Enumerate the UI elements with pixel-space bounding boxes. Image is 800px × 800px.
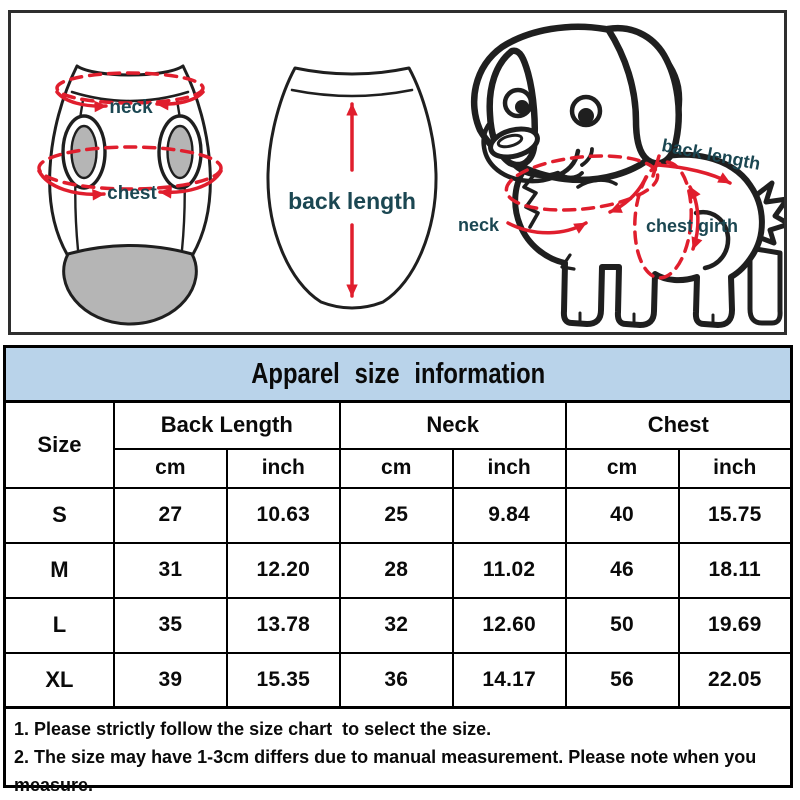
unit-header: cm xyxy=(338,447,454,489)
dog-outline xyxy=(470,23,784,328)
dog-eye-right xyxy=(569,94,603,128)
armhole-right xyxy=(157,114,203,190)
table-row-l: L 35 13.78 32 12.60 50 19.69 xyxy=(3,596,793,654)
value-cell: 50 xyxy=(564,596,680,654)
garment-front-diagram: neck chest xyxy=(37,64,223,326)
size-cell: XL xyxy=(3,651,115,709)
size-cell: S xyxy=(3,486,115,544)
size-info-section: Apparel size information Size Back Lengt… xyxy=(3,345,793,795)
back-length-group-header: Back Length xyxy=(112,400,341,450)
notes: 1. Please strictly follow the size chart… xyxy=(3,709,793,795)
unit-header-row: cm inch cm inch cm inch xyxy=(5,447,793,489)
table-row-m: M 31 12.20 28 11.02 46 18.11 xyxy=(3,541,793,599)
garment-back-length-label: back length xyxy=(288,188,416,214)
dog-nose xyxy=(488,126,540,160)
garment-back-diagram: back length xyxy=(266,66,438,310)
garment-front-chest-label: chest xyxy=(107,183,157,204)
armhole-left xyxy=(61,114,107,190)
value-cell: 9.84 xyxy=(451,486,567,544)
neck-measure-annotation: neck xyxy=(55,71,205,118)
table-row-s: S 27 10.63 25 9.84 40 15.75 xyxy=(3,486,793,544)
value-cell: 46 xyxy=(564,541,680,599)
value-cell: 39 xyxy=(112,651,228,709)
back-length-annotation: back length xyxy=(288,102,416,298)
value-cell: 12.60 xyxy=(451,596,567,654)
note-2: 2. The size may have 1-3cm differs due t… xyxy=(14,746,762,795)
size-cell: M xyxy=(3,541,115,599)
garment-back-outline xyxy=(266,66,438,310)
value-cell: 40 xyxy=(564,486,680,544)
garment-front-outline xyxy=(48,64,212,326)
value-cell: 12.20 xyxy=(225,541,341,599)
size-cell: L xyxy=(3,596,115,654)
value-cell: 35 xyxy=(112,596,228,654)
value-cell: 32 xyxy=(338,596,454,654)
unit-header: inch xyxy=(451,447,567,489)
value-cell: 31 xyxy=(112,541,228,599)
value-cell: 36 xyxy=(338,651,454,709)
value-cell: 18.11 xyxy=(677,541,793,599)
value-cell: 19.69 xyxy=(677,596,793,654)
chest-group-header: Chest xyxy=(564,400,793,450)
header-group-row: Size Back Length Neck Chest xyxy=(3,400,793,489)
measurement-illustrations: neck chest back length xyxy=(8,10,787,335)
table-row-xl: XL 39 15.35 36 14.17 56 22.05 xyxy=(3,651,793,709)
value-cell: 56 xyxy=(564,651,680,709)
value-cell: 14.17 xyxy=(451,651,567,709)
value-cell: 11.02 xyxy=(451,541,567,599)
note-1: 1. Please strictly follow the size chart… xyxy=(14,719,492,739)
value-cell: 27 xyxy=(112,486,228,544)
chest-measure-annotation: chest xyxy=(37,145,223,204)
table-title-band: Apparel size information xyxy=(3,345,793,400)
neck-group-header: Neck xyxy=(338,400,567,450)
unit-header: cm xyxy=(112,447,228,489)
value-cell: 22.05 xyxy=(677,651,793,709)
value-cell: 13.78 xyxy=(225,596,341,654)
dog-chest-girth-label: chest girth xyxy=(646,216,738,236)
size-column-header: Size xyxy=(3,400,115,489)
value-cell: 10.63 xyxy=(225,486,341,544)
table-title: Apparel size information xyxy=(251,357,545,390)
value-cell: 28 xyxy=(338,541,454,599)
unit-header: inch xyxy=(225,447,341,489)
value-cell: 25 xyxy=(338,486,454,544)
size-table: Size Back Length Neck Chest cm inch cm i… xyxy=(3,400,793,709)
dog-neck-label: neck xyxy=(458,215,500,235)
dog-eye-left xyxy=(502,87,534,119)
unit-header: cm xyxy=(564,447,680,489)
unit-header: inch xyxy=(677,447,793,489)
value-cell: 15.35 xyxy=(225,651,341,709)
garment-front-neck-label: neck xyxy=(109,97,153,118)
dog-diagram: neck back length chest girth xyxy=(458,23,784,328)
value-cell: 15.75 xyxy=(677,486,793,544)
